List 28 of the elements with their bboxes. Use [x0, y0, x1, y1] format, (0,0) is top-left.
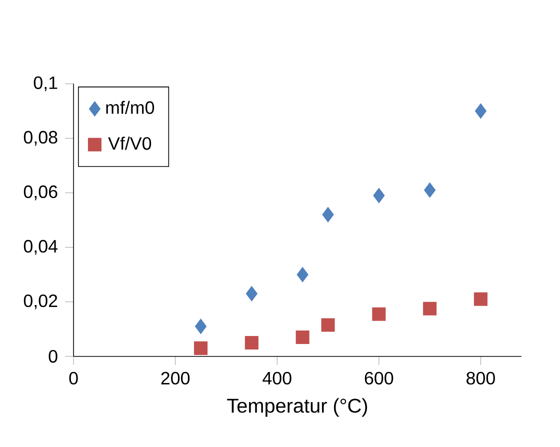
point — [474, 292, 488, 306]
point — [474, 104, 486, 119]
x-axis-title: Temperatur (°C) — [227, 398, 368, 417]
point — [194, 341, 208, 356]
x-tick-label: 800 — [466, 372, 495, 385]
point — [321, 318, 335, 332]
x-tick-label: 0 — [69, 372, 78, 385]
y-tick-label: 0,02 — [24, 294, 58, 310]
point — [373, 188, 385, 204]
point — [322, 207, 334, 222]
point — [372, 307, 386, 321]
y-tick-label: 0 — [48, 350, 58, 363]
point — [424, 182, 436, 198]
x-tick-label: 600 — [364, 372, 394, 385]
point — [244, 336, 258, 350]
legend-label: Vf/V0 — [108, 136, 152, 150]
point — [195, 318, 207, 334]
point — [296, 330, 310, 344]
x-tick-label: 200 — [161, 372, 190, 385]
x-tick-label: 400 — [262, 372, 292, 385]
y-tick-label: 0,06 — [24, 185, 58, 200]
y-tick-label: 0,1 — [34, 76, 58, 92]
y-tick-label: 0,04 — [24, 240, 58, 255]
point — [296, 267, 308, 282]
point — [246, 286, 258, 302]
y-tick-label: 0,08 — [24, 130, 58, 146]
point — [423, 302, 437, 316]
legend-label: mf/m0 — [106, 100, 154, 114]
